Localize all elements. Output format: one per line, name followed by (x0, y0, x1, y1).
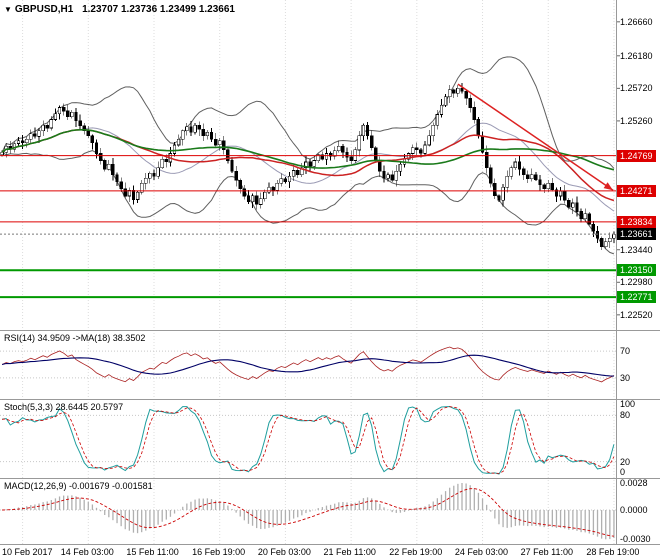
stoch-panel (0, 405, 616, 475)
stoch-axis-tick: 100 (620, 399, 636, 409)
price-axis-tick: 1.23440 (620, 244, 653, 255)
macd-panel (0, 482, 616, 540)
trendline-layer (457, 83, 614, 191)
level-lines (0, 155, 616, 299)
rsi-axis-tick: 70 (620, 346, 631, 357)
macd-axis-tick: -0.0030 (620, 534, 651, 544)
symbol-timeframe-label: GBPUSD,H1 (14, 4, 74, 15)
stoch-indicator-label: Stoch(5,3,3) 28.6445 20.5797 (4, 402, 124, 412)
price-line-label: 1.23834 (617, 215, 656, 228)
price-axis-tick: 1.25260 (620, 115, 653, 126)
time-axis-label: 21 Feb 11:00 (323, 547, 376, 557)
candles-layer (0, 82, 616, 251)
price-axis-tick: 1.26180 (620, 50, 653, 61)
moving-averages (1, 129, 615, 202)
price-line-label: 1.24769 (617, 149, 656, 162)
price-axis-tick: 1.22520 (620, 309, 653, 320)
time-axis-label: 15 Feb 11:00 (126, 547, 179, 557)
rsi-axis-tick: 30 (620, 372, 631, 383)
time-axis-label: 27 Feb 11:00 (520, 547, 573, 557)
symbol-marker-icon: ▼ (4, 5, 12, 14)
rsi-indicator-label: RSI(14) 34.9509 ->MA(18) 38.3502 (4, 333, 146, 343)
macd-axis-tick: 0.0028 (620, 478, 648, 488)
price-axis-tick: 1.25720 (620, 83, 653, 94)
price-line-label: 1.23150 (617, 264, 656, 277)
chart-header: ▼ GBPUSD,H1 1.23707 1.23736 1.23499 1.236… (4, 4, 235, 15)
macd-axis-tick: 0.0000 (620, 505, 648, 515)
time-axis-label: 16 Feb 19:00 (192, 547, 246, 557)
price-line-label: 1.24271 (617, 184, 656, 197)
price-axis-tick: 1.22980 (620, 277, 653, 288)
time-axis-label: 22 Feb 19:00 (389, 547, 443, 557)
trendline-arrow-icon[interactable] (603, 182, 613, 191)
time-axis-label: 24 Feb 03:00 (454, 547, 508, 557)
stoch-axis-tick: 80 (620, 410, 631, 421)
ohlc-values: 1.23707 1.23736 1.23499 1.23661 (82, 4, 235, 15)
macd-indicator-label: MACD(12,26,9) -0.001679 -0.001581 (4, 481, 153, 491)
current-price-label: 1.23661 (617, 228, 656, 241)
time-axis-label: 28 Feb 19:00 (586, 547, 640, 557)
time-axis-label: 10 Feb 2017 (2, 547, 53, 557)
time-axis-label: 14 Feb 03:00 (60, 547, 114, 557)
stoch-axis-tick: 0 (620, 467, 626, 477)
rsi-panel (0, 346, 616, 383)
time-axis-label: 20 Feb 03:00 (257, 547, 311, 557)
grid-layer (0, 0, 660, 545)
price-line-label: 1.22771 (617, 291, 656, 304)
price-axis-tick: 1.26660 (620, 16, 653, 27)
stoch-axis-tick: 20 (620, 456, 631, 467)
